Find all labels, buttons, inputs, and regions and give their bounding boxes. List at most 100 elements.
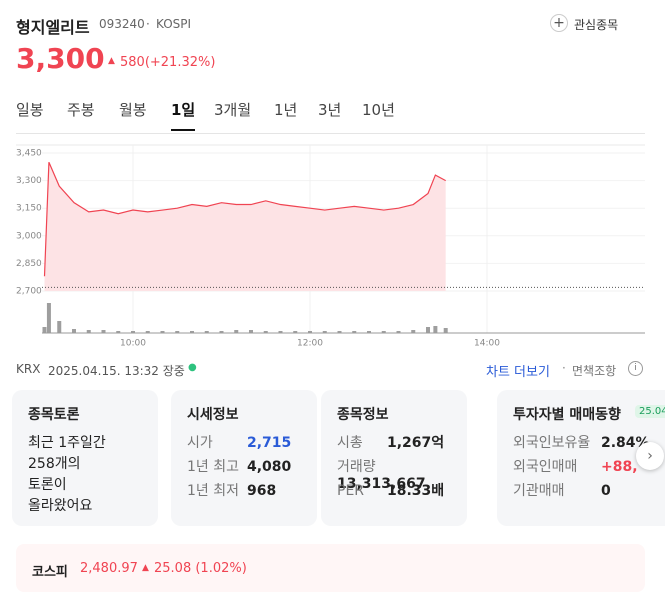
market: KOSPI — [156, 17, 192, 31]
y-tick-label: 2,700 — [16, 287, 42, 297]
row-value: 968 — [247, 483, 277, 499]
volume-bar — [337, 331, 342, 333]
info-card: 종목토론 최근 1주일간 258개의 토론이 올라왔어요 — [12, 390, 158, 526]
card-badge: 25.04 — [635, 405, 665, 418]
volume-bar — [293, 331, 298, 333]
volume-bar — [86, 330, 91, 333]
card-row: 외국인보유율 2.84% — [513, 432, 650, 452]
tab[interactable]: 3년 — [318, 101, 342, 119]
volume-bar — [116, 331, 121, 333]
volume-bar — [433, 326, 438, 333]
volume-bar — [396, 331, 401, 333]
price: 3,300 — [16, 42, 105, 75]
volume-bar — [352, 331, 357, 333]
more-link[interactable]: 차트 더보기 — [486, 365, 550, 380]
volume-bar — [411, 330, 416, 333]
card-line: 258개의 — [28, 456, 81, 472]
card-row: 1년 최저 968 — [187, 480, 276, 500]
volume-bar — [160, 331, 165, 333]
card-row: 거래량13,313,667 — [337, 456, 467, 492]
divider — [16, 133, 645, 134]
volume-bar — [443, 328, 448, 333]
volume-bar — [131, 331, 135, 333]
chart: 2,700 2,850 3,000 3,150 3,300 3,450 10:00 12:00… — [16, 144, 645, 349]
x-tick-label: 10:00 — [120, 339, 146, 349]
card-line: 올라왔어요 — [28, 498, 93, 514]
tab[interactable]: 3개월 — [214, 101, 252, 119]
next-button[interactable]: › — [636, 442, 664, 470]
row-value: 0 — [601, 483, 611, 499]
row-value: 1,267억 — [387, 435, 445, 451]
row-label: PER — [337, 483, 365, 499]
x-tick-label: 14:00 — [474, 339, 500, 349]
row-label: 시가 — [187, 435, 213, 451]
tab[interactable]: 월봉 — [119, 101, 147, 119]
up-icon: ▲ — [108, 56, 115, 66]
card-title: 투자자별 매매동향 — [513, 407, 621, 423]
volume-bar — [46, 303, 51, 333]
volume-bar — [101, 330, 106, 333]
time: 2025.04.15. 13:32 장중 — [48, 364, 185, 378]
index-name: 코스피 — [32, 565, 68, 580]
index-value: 2,480.97 — [80, 561, 138, 576]
volume-bar — [263, 331, 268, 333]
tab-underline — [171, 129, 195, 131]
watch-icon[interactable]: + — [550, 14, 568, 32]
index-bar — [16, 544, 645, 592]
volume-bar — [278, 331, 283, 333]
volume-bar — [219, 331, 224, 333]
index-change: 25.08 (1.02%) — [154, 561, 247, 576]
volume-bar — [367, 331, 371, 333]
price-line — [43, 161, 446, 277]
row-label: 1년 최저 — [187, 483, 239, 499]
row-value: 2.84% — [601, 435, 650, 451]
card-row: PER 18.33배 — [337, 480, 444, 500]
live-dot: ● — [188, 362, 197, 373]
area — [44, 162, 446, 291]
volume-bar — [57, 321, 62, 333]
row-label: 기관매매 — [513, 483, 565, 499]
row-label: 외국인보유율 — [513, 435, 591, 451]
y-tick-label: 3,000 — [16, 231, 42, 241]
row-value: 4,080 — [247, 459, 292, 475]
tab[interactable]: 일봉 — [16, 101, 44, 119]
tab[interactable]: 10년 — [362, 101, 395, 119]
volume-bar — [42, 327, 47, 333]
volume-bar — [426, 327, 430, 333]
row-value: +88, — [601, 459, 638, 475]
info-icon[interactable]: i — [628, 361, 643, 376]
disclaimer[interactable]: 면책조항 — [572, 364, 617, 378]
tab[interactable]: 주봉 — [67, 101, 95, 119]
card-row: 시가 2,715 — [187, 432, 291, 452]
volume-bar — [190, 331, 194, 333]
row-label: 거래량 — [337, 459, 376, 475]
price-change: 580(+21.32%) — [120, 55, 216, 70]
card-title: 종목정보 — [337, 407, 389, 423]
watch-button[interactable]: 관심종목 — [574, 18, 619, 32]
volume-bar — [381, 331, 386, 333]
volume-bar — [145, 331, 150, 333]
row-label: 1년 최고 — [187, 459, 239, 475]
up-icon: ▲ — [142, 563, 149, 573]
card-row: 외국인매매 +88, — [513, 456, 638, 476]
row-label: 시총 — [337, 435, 363, 451]
card-line: 토론이 — [28, 477, 67, 493]
volume-bar — [322, 331, 327, 333]
y-tick-label: 3,300 — [16, 176, 42, 186]
card-title: 시세정보 — [187, 407, 239, 423]
y-tick-label: 3,150 — [16, 204, 42, 214]
tab[interactable]: 1일 — [171, 101, 196, 119]
x-tick-label: 12:00 — [297, 339, 323, 349]
card-line: 최근 1주일간 — [28, 435, 106, 451]
row-label: 외국인매매 — [513, 459, 578, 475]
exchange: KRX — [16, 362, 41, 376]
separator: · — [146, 17, 150, 31]
volume-bar — [175, 331, 180, 333]
volume-bar — [234, 330, 239, 333]
stock-code: 093240 — [99, 17, 145, 31]
tab[interactable]: 1년 — [274, 101, 298, 119]
y-tick-label: 3,450 — [16, 149, 42, 159]
